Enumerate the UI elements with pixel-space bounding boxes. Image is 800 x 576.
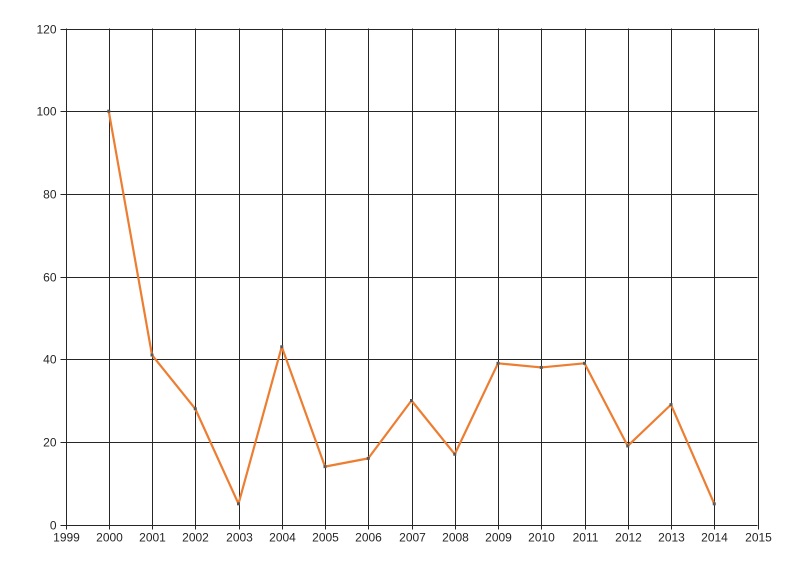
x-tick-label: 2014 (701, 531, 728, 545)
data-point-marker (150, 353, 154, 357)
data-point-marker (539, 365, 543, 369)
x-tick-label: 2009 (485, 531, 512, 545)
x-tick-label: 2000 (96, 531, 123, 545)
data-point-marker (366, 456, 370, 460)
y-tick-label: 100 (36, 105, 56, 119)
data-point-marker (583, 361, 586, 365)
y-tick-label: 120 (36, 23, 56, 37)
y-tick-label: 0 (50, 519, 57, 533)
x-tick-label: 2007 (399, 531, 426, 545)
data-point-marker (712, 502, 716, 506)
x-tick-label: 2003 (226, 531, 253, 545)
x-tick-label: 2008 (442, 531, 469, 545)
data-point-marker (626, 444, 630, 448)
x-tick-label: 2011 (573, 531, 599, 545)
x-tick-label: 2013 (658, 531, 685, 545)
x-tick-label: 1999 (53, 531, 80, 545)
x-tick-label: 2002 (182, 531, 209, 545)
data-point-marker (323, 465, 327, 469)
data-point-marker (453, 452, 457, 456)
data-point-marker (237, 502, 240, 506)
x-tick-label: 2010 (528, 531, 555, 545)
y-tick-label: 20 (43, 436, 57, 450)
data-point-marker (669, 403, 673, 407)
data-point-marker (410, 399, 413, 402)
x-tick-label: 2004 (269, 531, 296, 545)
x-tick-label: 2012 (615, 531, 642, 545)
y-tick-label: 60 (43, 271, 57, 285)
x-tick-label: 2006 (355, 531, 382, 545)
data-point-marker (496, 361, 500, 365)
x-tick-label: 2005 (312, 531, 339, 545)
x-tick-label: 2015 (745, 531, 772, 545)
data-point-marker (280, 345, 284, 349)
data-point-marker (193, 407, 197, 411)
y-tick-label: 80 (43, 188, 57, 202)
data-point-marker (107, 109, 111, 113)
y-tick-label: 40 (43, 353, 57, 367)
x-tick-label: 2001 (139, 531, 166, 545)
